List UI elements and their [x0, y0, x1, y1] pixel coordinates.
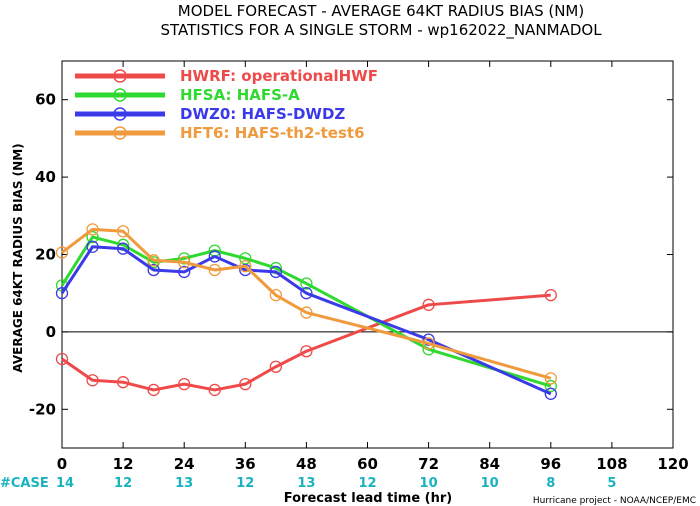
data-point-dwz0 — [544, 387, 557, 400]
x-tick-label: 24 — [174, 455, 195, 473]
case-count: 10 — [420, 476, 438, 491]
x-tick-label: 96 — [540, 455, 561, 473]
x-tick-label: 48 — [296, 455, 317, 473]
case-count: 12 — [358, 476, 376, 491]
data-point-dwz0 — [147, 263, 160, 277]
data-point-hft6 — [300, 306, 313, 319]
y-tick-label: 60 — [35, 91, 56, 109]
y-tick-label: -20 — [29, 400, 56, 418]
case-count: 5 — [607, 476, 616, 491]
legend-label-dwz0: DWZ0: HAFS-DWDZ — [180, 105, 345, 123]
data-point-hwrf — [178, 377, 191, 391]
series-line-hft6 — [61, 227, 552, 380]
data-point-hwrf — [239, 377, 252, 391]
data-point-dwz0 — [116, 242, 130, 255]
legend-label-hft6: HFT6: HAFS-th2-test6 — [180, 124, 365, 142]
series-layer — [55, 223, 557, 400]
data-point-dwz0 — [86, 240, 99, 253]
data-point-dwz0 — [300, 287, 313, 300]
x-tick-label: 12 — [113, 455, 134, 473]
data-point-hwrf — [208, 383, 221, 397]
legend-marker-hwrf — [113, 69, 127, 83]
case-count: 12 — [236, 476, 254, 491]
data-point-dwz0 — [178, 265, 191, 279]
data-point-hft6 — [269, 288, 283, 302]
x-tick-label: 60 — [357, 455, 378, 473]
x-tick-label: 0 — [57, 455, 67, 473]
y-tick-label: 40 — [35, 168, 56, 186]
data-point-hft6 — [116, 225, 130, 238]
data-point-hft6 — [239, 259, 252, 273]
case-count: 8 — [546, 476, 555, 491]
data-point-hft6 — [55, 246, 69, 259]
case-count: 10 — [481, 476, 499, 491]
case-count: 13 — [175, 476, 193, 491]
data-point-hwrf — [55, 352, 69, 366]
x-tick-label: 108 — [596, 455, 627, 473]
x-tick-label: 120 — [657, 455, 688, 473]
data-point-hwrf — [269, 360, 283, 373]
data-point-dwz0 — [422, 333, 435, 346]
y-axis-label: AVERAGE 64KT RADIUS BIAS (NM) — [11, 143, 25, 372]
data-point-hwrf — [422, 298, 435, 311]
x-axis-ticks: 0 12 24 36 48 60 72 84 96 108 120 — [57, 61, 689, 473]
chart-subtitle: STATISTICS FOR A SINGLE STORM - wp162022… — [160, 21, 602, 40]
data-point-dwz0 — [208, 250, 221, 263]
data-point-hft6 — [422, 337, 435, 350]
data-point-hwrf — [544, 288, 557, 302]
x-tick-label: 72 — [418, 455, 439, 473]
data-point-hfsa — [300, 277, 313, 290]
data-point-hft6 — [544, 372, 557, 385]
data-point-dwz0 — [269, 265, 283, 279]
y-tick-label: 20 — [35, 246, 56, 264]
data-point-hwrf — [116, 376, 130, 389]
credit-text: Hurricane project - NOAA/NCEP/EMC — [533, 496, 696, 506]
case-count: 13 — [297, 476, 315, 491]
data-point-hft6 — [86, 223, 99, 236]
legend-marker-hfsa — [113, 88, 127, 102]
data-point-hwrf — [147, 383, 160, 397]
x-tick-label: 84 — [479, 455, 500, 473]
legend-marker-dwz0 — [113, 107, 127, 121]
legend-label-hfsa: HFSA: HAFS-A — [180, 86, 300, 104]
data-point-hft6 — [147, 254, 160, 267]
legend-label-hwrf: HWRF: operationalHWF — [180, 67, 378, 85]
data-point-hwrf — [86, 374, 99, 387]
legend-marker-hft6 — [113, 126, 127, 140]
case-count-row: #CASE 14 12 13 12 13 12 10 10 8 5 — [0, 476, 616, 491]
case-count: 14 — [56, 476, 74, 491]
series-line-dwz0 — [60, 245, 552, 396]
y-axis-ticks: -20 0 20 40 60 — [29, 91, 673, 418]
x-tick-label: 36 — [235, 455, 256, 473]
data-point-dwz0 — [55, 287, 69, 300]
data-point-hfsa — [544, 379, 557, 393]
case-count: 12 — [114, 476, 132, 491]
data-point-hfsa — [86, 230, 99, 244]
y-tick-label: 0 — [46, 323, 56, 341]
series-line-hwrf — [61, 293, 551, 392]
chart-title: MODEL FORECAST - AVERAGE 64KT RADIUS BIA… — [178, 2, 584, 20]
data-point-hwrf — [300, 345, 313, 358]
case-label: #CASE — [0, 476, 49, 491]
data-point-hfsa — [178, 252, 191, 265]
data-point-hft6 — [208, 263, 221, 277]
x-axis-label: Forecast lead time (hr) — [284, 491, 452, 506]
data-point-hft6 — [178, 256, 191, 269]
